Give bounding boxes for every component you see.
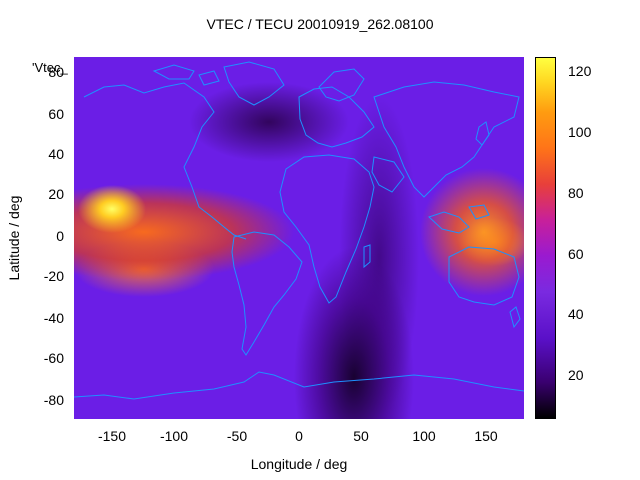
x-tick: 150 — [474, 428, 498, 444]
x-tick: -100 — [159, 428, 189, 444]
y-tick: 0 — [56, 228, 64, 244]
asia-coast — [373, 81, 520, 198]
madagascar-coast — [363, 244, 371, 269]
coastlines — [74, 61, 524, 400]
y-tick: 80 — [48, 64, 64, 80]
x-tick: -150 — [97, 428, 127, 444]
scandinavia-coast — [318, 68, 365, 102]
y-tick: -20 — [43, 268, 64, 284]
y-axis-label: Latitude / deg — [6, 195, 22, 281]
japan-coast — [475, 121, 490, 146]
y-tick: 60 — [48, 106, 64, 122]
y-tick: -60 — [43, 350, 64, 366]
x-tick: -50 — [226, 428, 248, 444]
arabia-coast — [371, 156, 405, 193]
colorbar-tick: 40 — [568, 306, 584, 322]
y-tick: 20 — [48, 186, 64, 202]
y-tick: 40 — [48, 146, 64, 162]
arctic-islands-coast — [152, 64, 220, 86]
antarctica-coast — [74, 371, 524, 400]
colorbar-tick: 60 — [568, 246, 584, 262]
australia-coast — [448, 246, 520, 306]
x-axis-label: Longitude / deg — [250, 456, 348, 472]
north-america-coast — [83, 82, 247, 240]
africa-coast — [279, 154, 375, 304]
south-america-coast — [231, 231, 303, 356]
y-tick: -40 — [43, 310, 64, 326]
x-tick: 50 — [353, 428, 369, 444]
vtec-map — [74, 57, 524, 419]
greenland-coast — [223, 61, 285, 106]
colorbar-tick: 100 — [568, 124, 592, 140]
colorbar — [535, 57, 556, 419]
x-tick: 100 — [412, 428, 436, 444]
new-zealand-coast — [509, 306, 521, 329]
colorbar-tick: 20 — [568, 367, 584, 383]
indonesia-coast — [428, 204, 490, 234]
x-tick: 0 — [295, 428, 303, 444]
map-title: VTEC / TECU 20010919_262.08100 — [206, 16, 434, 32]
map-watermark: 'Vtec_ — [32, 60, 68, 75]
colorbar-tick: 120 — [568, 63, 592, 79]
europe-coast — [298, 86, 375, 148]
y-tick: -80 — [43, 392, 64, 408]
colorbar-tick: 80 — [568, 185, 584, 201]
